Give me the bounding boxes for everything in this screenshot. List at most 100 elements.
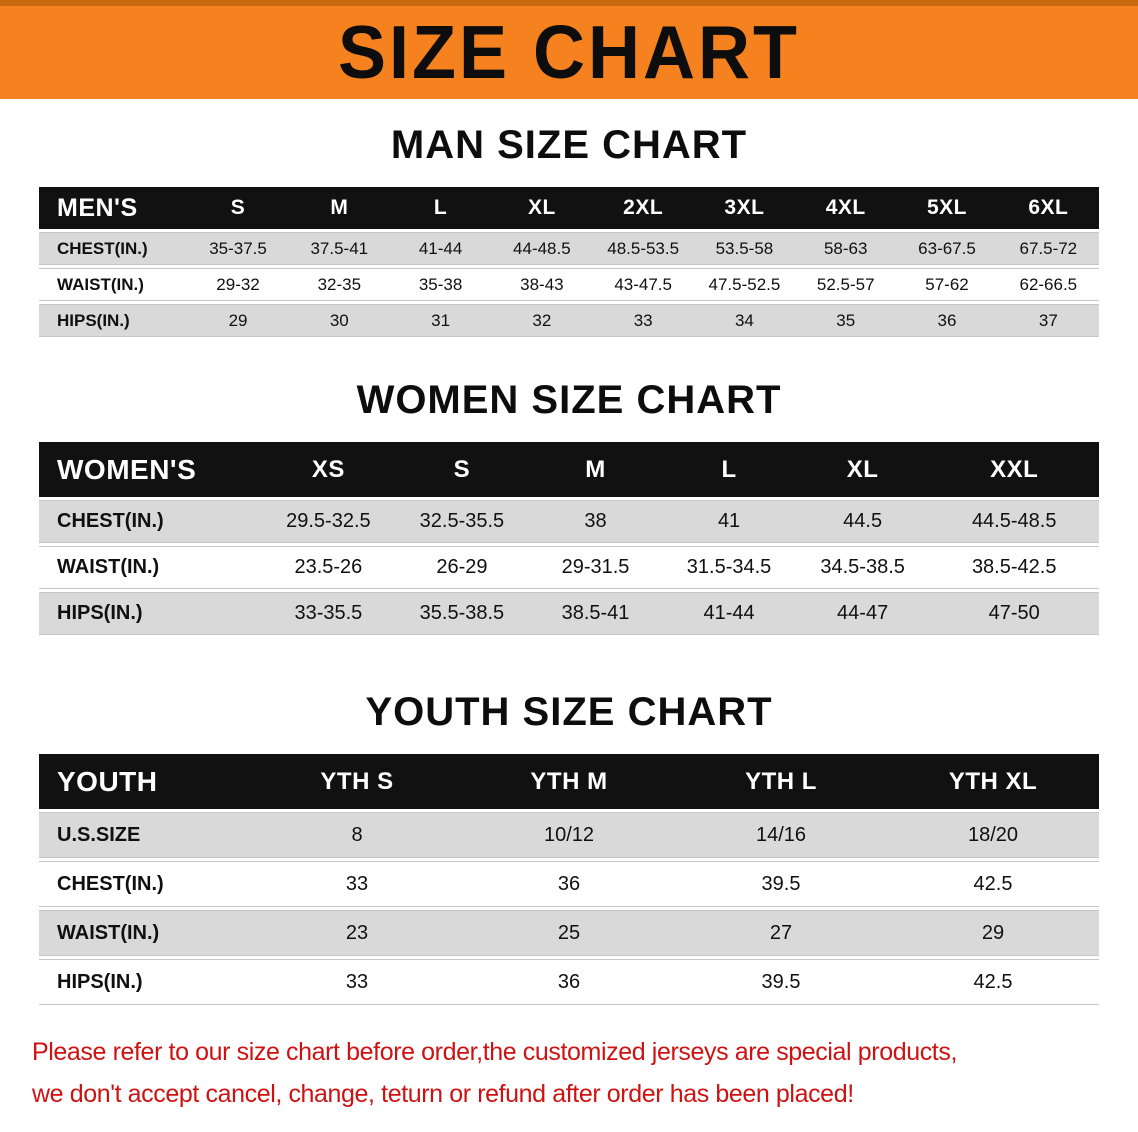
value-cell: 33-35.5 — [261, 592, 396, 635]
youth-section-heading: YOUTH SIZE CHART — [365, 690, 773, 734]
value-cell: 29-31.5 — [528, 546, 663, 589]
value-cell: 35 — [795, 304, 897, 337]
value-cell: 63-67.5 — [896, 232, 998, 265]
size-header-cell: 3XL — [693, 187, 796, 229]
row-label-cell: HIPS(IN.) — [39, 959, 251, 1005]
value-cell: 39.5 — [675, 959, 887, 1005]
value-cell: 29-32 — [187, 268, 289, 301]
measurement-row: WAIST(IN.) 23 25 27 29 — [39, 910, 1099, 956]
value-cell: 57-62 — [896, 268, 998, 301]
value-cell: 41-44 — [662, 592, 796, 635]
women-size-table: WOMEN'S XS S M L XL XXL CHEST(IN.) 29.5-32.5 32.5… — [39, 439, 1099, 638]
value-cell: 33 — [592, 304, 694, 337]
size-header-cell: XL — [795, 442, 930, 497]
page-title: SIZE CHART — [338, 10, 800, 95]
men-size-table: MEN'S S M L XL 2XL 3XL 4XL 5XL 6XL CHEST(IN.) 35-37… — [39, 184, 1099, 340]
row-label-cell: WAIST(IN.) — [39, 910, 251, 956]
value-cell: 27 — [675, 910, 887, 956]
measurement-row: HIPS(IN.) 33-35.5 35.5-38.5 38.5-41 41-44 44-… — [39, 592, 1099, 635]
value-cell: 34 — [693, 304, 796, 337]
size-header-cell: YTH M — [463, 754, 675, 809]
youth-size-table: YOUTH YTH S YTH M YTH L YTH XL U.S.SIZE 8 10/12… — [39, 751, 1099, 1008]
value-cell: 23 — [251, 910, 463, 956]
row-label-cell: WAIST(IN.) — [39, 546, 262, 589]
size-header-cell: 4XL — [795, 187, 897, 229]
row-label-cell: U.S.SIZE — [39, 812, 251, 858]
measurement-row: CHEST(IN.) 35-37.5 37.5-41 41-44 44-48.5 48.5… — [39, 232, 1099, 265]
value-cell: 39.5 — [675, 861, 887, 907]
value-cell: 44.5 — [795, 500, 930, 543]
value-cell: 41 — [662, 500, 796, 543]
value-cell: 32-35 — [288, 268, 390, 301]
value-cell: 26-29 — [395, 546, 529, 589]
size-header-cell: S — [395, 442, 529, 497]
table-header-row: WOMEN'S XS S M L XL XXL — [39, 442, 1099, 497]
value-cell: 62-66.5 — [997, 268, 1099, 301]
value-cell: 47-50 — [929, 592, 1099, 635]
value-cell: 36 — [463, 959, 675, 1005]
value-cell: 52.5-57 — [795, 268, 897, 301]
value-cell: 33 — [251, 861, 463, 907]
value-cell: 44.5-48.5 — [929, 500, 1099, 543]
size-header-cell: L — [389, 187, 492, 229]
disclaimer-note: Please refer to our size chart before or… — [32, 1036, 1106, 1112]
size-header-cell: YTH S — [251, 754, 463, 809]
table-header-row: MEN'S S M L XL 2XL 3XL 4XL 5XL 6XL — [39, 187, 1099, 229]
measurement-row: WAIST(IN.) 23.5-26 26-29 29-31.5 31.5-34.5 34… — [39, 546, 1099, 589]
value-cell: 36 — [463, 861, 675, 907]
value-cell: 38-43 — [491, 268, 593, 301]
value-cell: 35.5-38.5 — [395, 592, 529, 635]
value-cell: 25 — [463, 910, 675, 956]
value-cell: 33 — [251, 959, 463, 1005]
value-cell: 8 — [251, 812, 463, 858]
value-cell: 48.5-53.5 — [592, 232, 694, 265]
value-cell: 29 — [187, 304, 289, 337]
value-cell: 14/16 — [675, 812, 887, 858]
value-cell: 43-47.5 — [592, 268, 694, 301]
size-header-cell: YTH XL — [887, 754, 1099, 809]
value-cell: 29.5-32.5 — [261, 500, 396, 543]
row-label-cell: CHEST(IN.) — [39, 861, 251, 907]
row-label-cell: CHEST(IN.) — [39, 232, 188, 265]
value-cell: 37.5-41 — [288, 232, 390, 265]
value-cell: 58-63 — [795, 232, 897, 265]
size-header-cell: XXL — [929, 442, 1099, 497]
value-cell: 31 — [389, 304, 492, 337]
size-header-cell: L — [662, 442, 796, 497]
value-cell: 30 — [288, 304, 390, 337]
women-section-heading: WOMEN SIZE CHART — [356, 378, 782, 422]
row-label-cell: WAIST(IN.) — [39, 268, 188, 301]
women-size-section: WOMEN SIZE CHART WOMEN'S XS S M L XL XXL CHEST(… — [0, 378, 1138, 638]
table-title-cell: YOUTH — [39, 754, 251, 809]
measurement-row: HIPS(IN.) 33 36 39.5 42.5 — [39, 959, 1099, 1005]
size-header-cell: 5XL — [896, 187, 998, 229]
measurement-row: CHEST(IN.) 29.5-32.5 32.5-35.5 38 41 44.5 44.5… — [39, 500, 1099, 543]
disclaimer-line-1: Please refer to our size chart before or… — [32, 1038, 957, 1066]
value-cell: 42.5 — [887, 861, 1099, 907]
value-cell: 44-47 — [795, 592, 930, 635]
value-cell: 67.5-72 — [997, 232, 1099, 265]
men-size-section: MAN SIZE CHART MEN'S S M L XL 2XL 3XL 4XL 5XL 6XL… — [0, 123, 1138, 340]
value-cell: 35-37.5 — [187, 232, 289, 265]
value-cell: 31.5-34.5 — [662, 546, 796, 589]
measurement-row: U.S.SIZE 8 10/12 14/16 18/20 — [39, 812, 1099, 858]
table-title-cell: MEN'S — [39, 187, 188, 229]
value-cell: 41-44 — [389, 232, 492, 265]
disclaimer-line-2: we don't accept cancel, change, teturn o… — [32, 1079, 854, 1108]
table-header-row: YOUTH YTH S YTH M YTH L YTH XL — [39, 754, 1099, 809]
value-cell: 35-38 — [389, 268, 492, 301]
size-header-cell: S — [187, 187, 289, 229]
value-cell: 38.5-42.5 — [929, 546, 1099, 589]
value-cell: 32.5-35.5 — [395, 500, 529, 543]
value-cell: 34.5-38.5 — [795, 546, 930, 589]
men-section-heading: MAN SIZE CHART — [390, 123, 748, 167]
measurement-row: HIPS(IN.) 29 30 31 32 33 34 35 36 37 — [39, 304, 1099, 337]
measurement-row: CHEST(IN.) 33 36 39.5 42.5 — [39, 861, 1099, 907]
measurement-row: WAIST(IN.) 29-32 32-35 35-38 38-43 43-47.5 47.… — [39, 268, 1099, 301]
row-label-cell: HIPS(IN.) — [39, 592, 262, 635]
value-cell: 53.5-58 — [693, 232, 796, 265]
value-cell: 36 — [896, 304, 998, 337]
title-banner: SIZE CHART — [0, 0, 1138, 99]
value-cell: 32 — [491, 304, 593, 337]
size-header-cell: 2XL — [592, 187, 694, 229]
